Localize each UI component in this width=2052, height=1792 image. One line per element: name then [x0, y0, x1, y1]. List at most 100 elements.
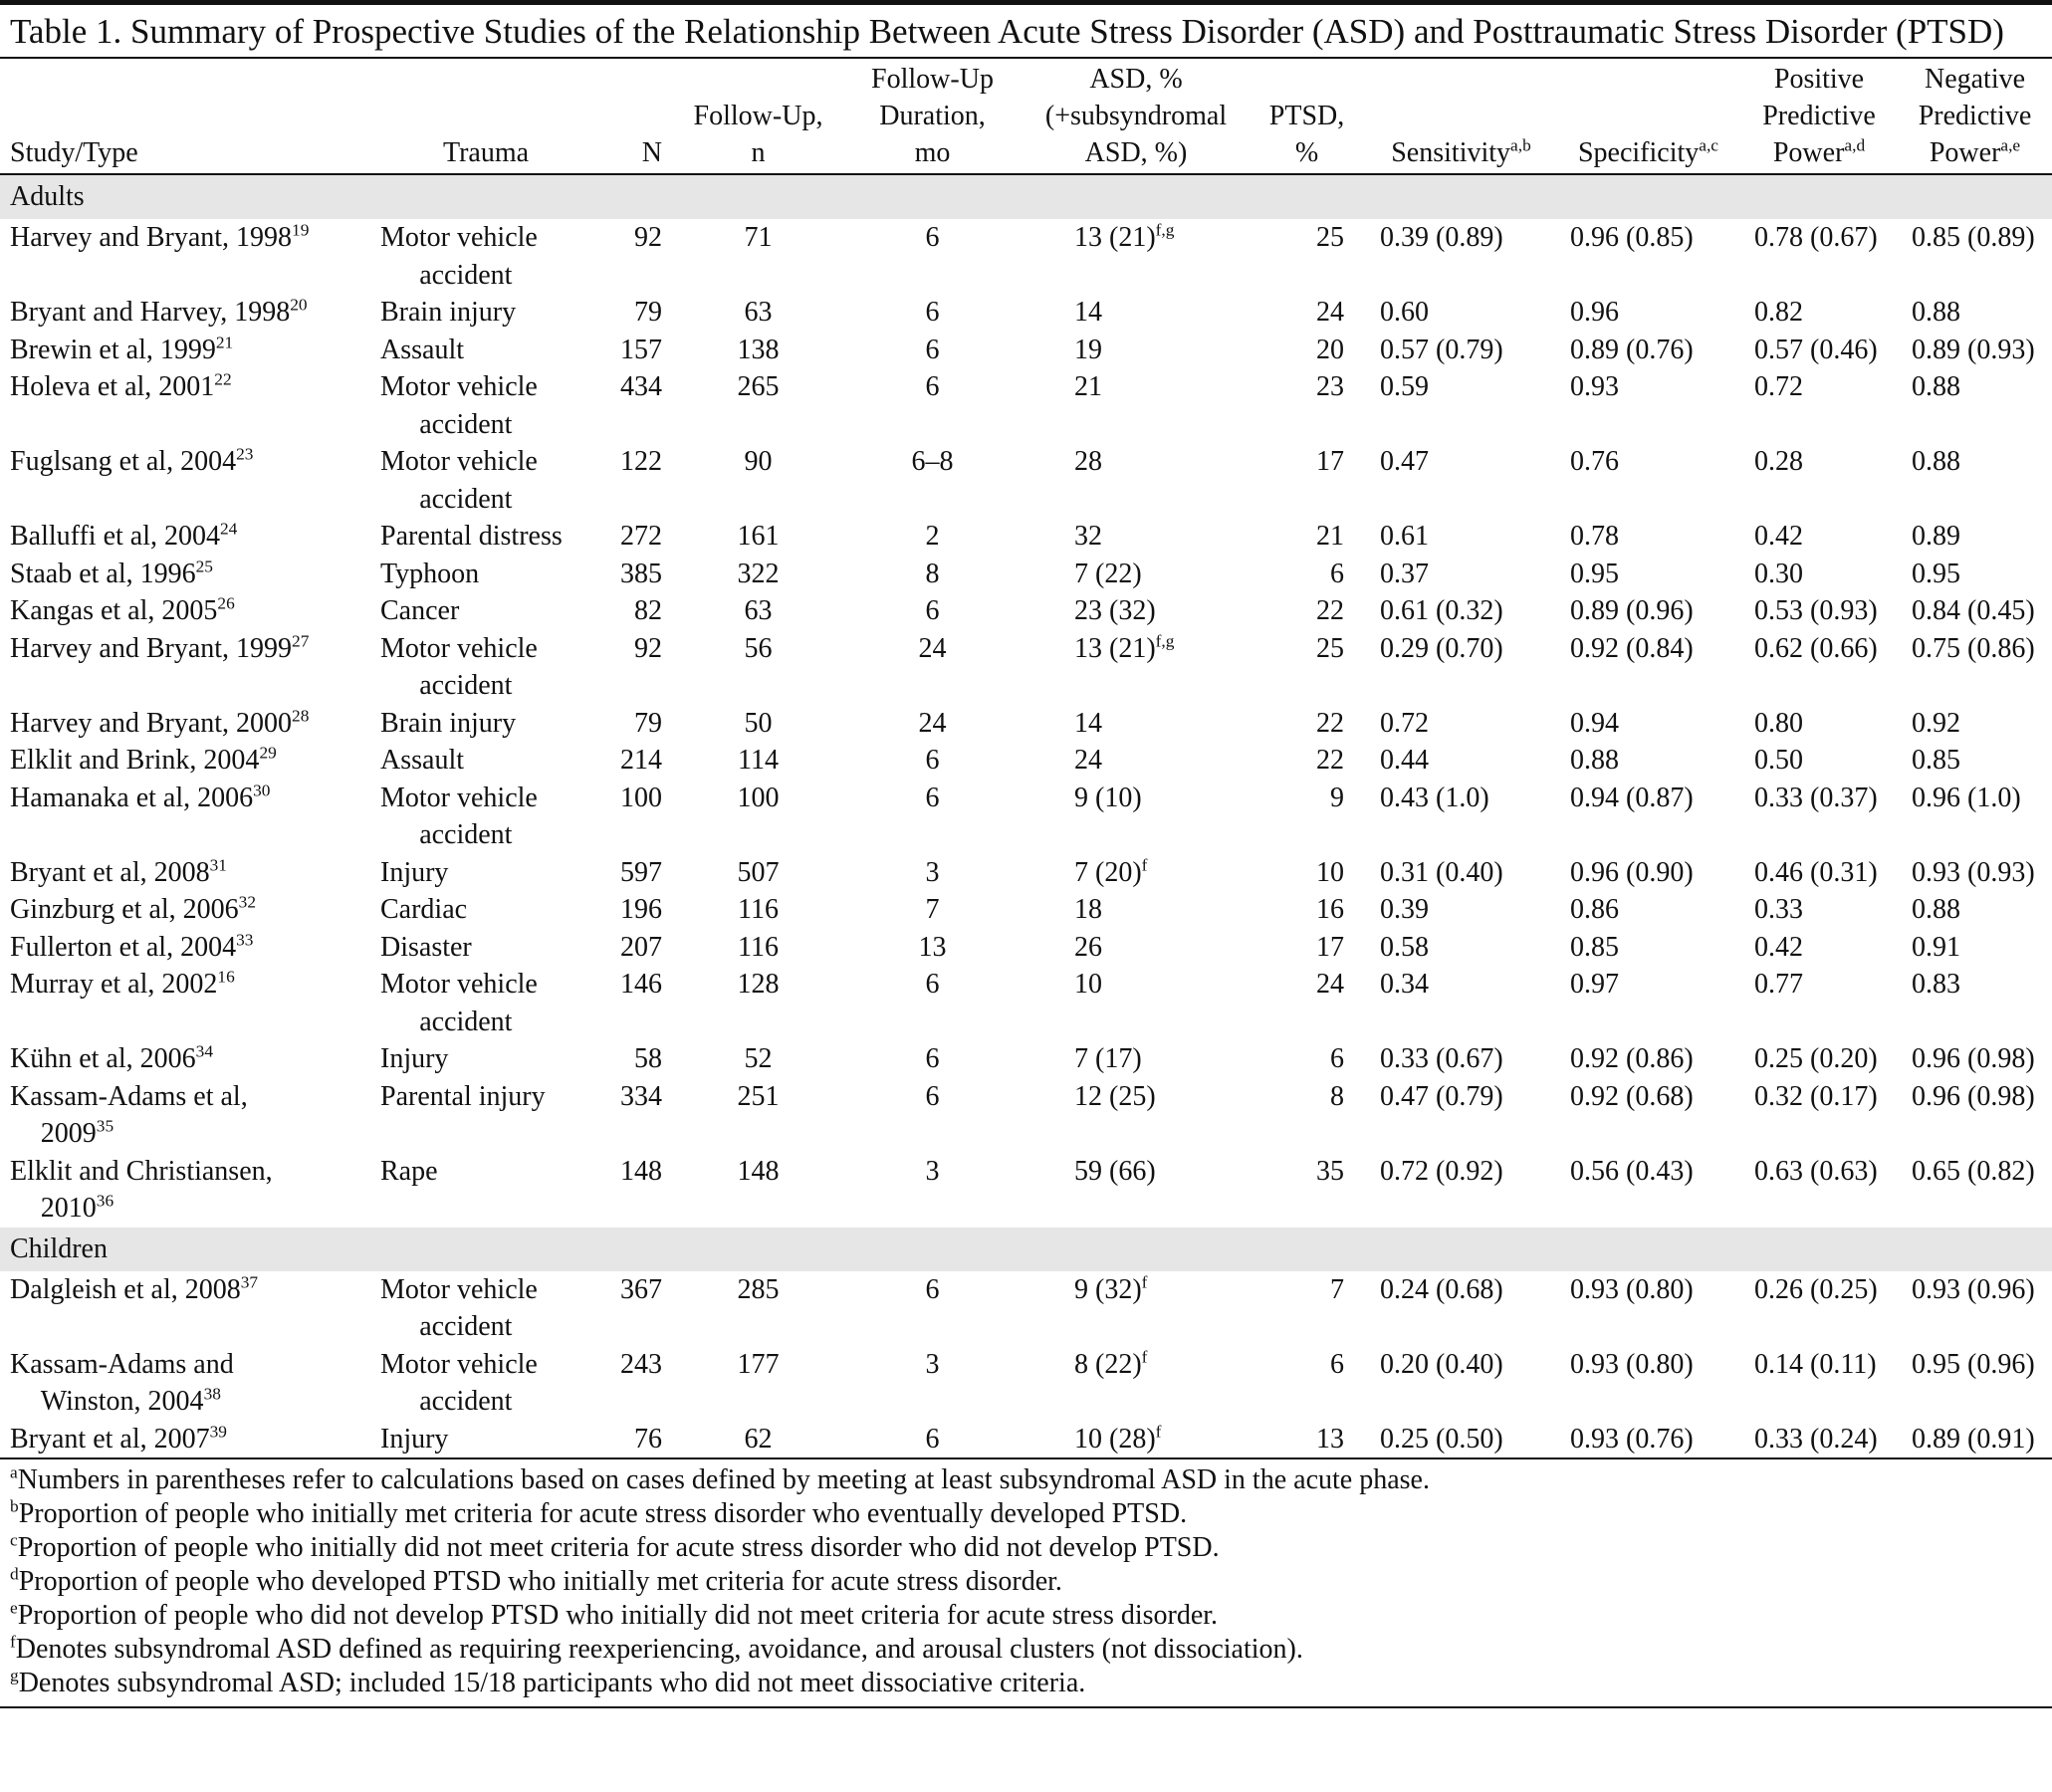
cell-value: 0.85 (0.89) — [1912, 222, 2035, 253]
header-note: a,d — [1844, 135, 1866, 155]
cell-value: 0.89 (0.93) — [1912, 334, 2035, 365]
reference: 20 — [290, 295, 308, 315]
reference: 23 — [236, 444, 254, 464]
cell-value: 148 — [737, 1155, 780, 1187]
cell-value: 434 — [620, 371, 662, 402]
cell-value: 79 — [634, 707, 662, 739]
cell-asd: 8 (22)f — [1025, 1346, 1248, 1421]
table-section: Children Dalgleish et al, 200837 Motor veh… — [0, 1227, 2052, 1459]
cell-value: 22 — [1316, 707, 1344, 739]
cell-sensitivity: 0.58 — [1366, 929, 1556, 967]
cell-ppp: 0.57 (0.46) — [1740, 332, 1898, 369]
cell-n: 434 — [597, 368, 676, 443]
cell-value: 0.39 — [1380, 894, 1429, 925]
cell-asd: 14 — [1025, 705, 1248, 743]
footnote-mark: a — [10, 1462, 18, 1482]
cell-value: 322 — [737, 558, 780, 589]
trauma-line: Cancer — [380, 595, 460, 626]
cell-npp: 0.88 — [1898, 294, 2052, 332]
header-line: Study/Type — [10, 137, 138, 168]
cell-value: 0.65 (0.82) — [1912, 1155, 2035, 1187]
cell-value: 0.88 — [1912, 446, 1960, 477]
cell-sensitivity: 0.34 — [1366, 966, 1556, 1040]
cell-value: 0.56 (0.43) — [1570, 1155, 1694, 1187]
cell-specificity: 0.85 — [1556, 929, 1740, 967]
cell-trauma: Rape — [374, 1153, 597, 1228]
study-line: Winston, 200438 — [40, 1384, 221, 1417]
cell-specificity: 0.96 — [1556, 294, 1740, 332]
cell-ppp: 0.77 — [1740, 966, 1898, 1040]
cell-ppp: 0.33 (0.37) — [1740, 780, 1898, 854]
header-note: a,b — [1510, 135, 1531, 155]
cell-ptsd: 13 — [1248, 1421, 1366, 1459]
cell-ppp: 0.82 — [1740, 294, 1898, 332]
cell-duration: 6 — [840, 1078, 1025, 1153]
study-line: Dalgleish et al, 200837 — [10, 1272, 259, 1305]
cell-n: 58 — [597, 1040, 676, 1078]
trauma-line: accident — [419, 1006, 513, 1037]
cell-n: 196 — [597, 891, 676, 929]
cell-value: 0.93 (0.96) — [1912, 1273, 2035, 1305]
cell-value: 0.91 — [1912, 931, 1960, 963]
cell-value: 28 — [1074, 446, 1102, 477]
cell-duration: 3 — [840, 1346, 1025, 1421]
trauma-line: Motor vehicle — [380, 1348, 538, 1380]
cell-value: 22 — [1316, 745, 1344, 776]
cell-study: Hamanaka et al, 200630 — [0, 780, 374, 854]
cell-npp: 0.88 — [1898, 368, 2052, 443]
header-line: n — [751, 137, 766, 168]
column-header: ASD, % (+subsyndromal ASD, %) — [1025, 59, 1248, 174]
cell-ppp: 0.53 (0.93) — [1740, 592, 1898, 630]
cell-npp: 0.96 (0.98) — [1898, 1040, 2052, 1078]
cell-specificity: 0.93 — [1556, 368, 1740, 443]
cell-value: 0.85 — [1912, 745, 1960, 776]
cell-value: 0.97 — [1570, 969, 1619, 1000]
cell-ppp: 0.62 (0.66) — [1740, 630, 1898, 705]
cell-study: Harvey and Bryant, 199819 — [0, 219, 374, 294]
reference: 30 — [253, 781, 271, 800]
cell-value: 79 — [634, 297, 662, 328]
trauma-line: Motor vehicle — [380, 446, 538, 477]
cell-ptsd: 24 — [1248, 966, 1366, 1040]
cell-n: 92 — [597, 630, 676, 705]
cell-specificity: 0.92 (0.86) — [1556, 1040, 1740, 1078]
cell-n: 76 — [597, 1421, 676, 1459]
cell-duration: 3 — [840, 1153, 1025, 1228]
footnote: fDenotes subsyndromal ASD defined as req… — [10, 1633, 2042, 1667]
footnotes: aNumbers in parentheses refer to calcula… — [0, 1459, 2052, 1708]
cell-follow-up: 52 — [676, 1040, 840, 1078]
cell-ptsd: 17 — [1248, 929, 1366, 967]
cell-value: 17 — [1316, 931, 1344, 963]
asd-note: f,g — [1155, 220, 1175, 240]
cell-duration: 6 — [840, 332, 1025, 369]
reference: 32 — [238, 892, 257, 912]
cell-value: 6–8 — [911, 446, 954, 477]
cell-value: 0.28 — [1754, 446, 1803, 477]
cell-value: 14 — [1074, 707, 1102, 739]
study-line: Elklit and Brink, 200429 — [10, 743, 277, 776]
data-row: Ginzburg et al, 200632 Cardiac 196 116 7 18 16… — [0, 891, 2052, 929]
cell-follow-up: 285 — [676, 1271, 840, 1346]
cell-value: 21 — [1316, 521, 1344, 552]
cell-value: 0.47 — [1380, 446, 1429, 477]
cell-value: 0.93 — [1570, 371, 1619, 402]
cell-asd: 12 (25) — [1025, 1078, 1248, 1153]
cell-specificity: 0.78 — [1556, 518, 1740, 556]
study-line: Kangas et al, 200526 — [10, 593, 235, 626]
cell-trauma: Motor vehicle accident — [374, 780, 597, 854]
trauma-line: Motor vehicle — [380, 632, 538, 664]
cell-npp: 0.95 — [1898, 556, 2052, 593]
cell-sensitivity: 0.20 (0.40) — [1366, 1346, 1556, 1421]
cell-asd: 23 (32) — [1025, 592, 1248, 630]
cell-ptsd: 6 — [1248, 1040, 1366, 1078]
cell-value: 62 — [744, 1423, 773, 1455]
trauma-line: Disaster — [380, 931, 472, 963]
cell-trauma: Parental injury — [374, 1078, 597, 1153]
study-line: Staab et al, 199625 — [10, 557, 213, 589]
cell-value: 0.96 (1.0) — [1912, 782, 2021, 813]
cell-trauma: Assault — [374, 332, 597, 369]
cell-ppp: 0.32 (0.17) — [1740, 1078, 1898, 1153]
table-title: Table 1. Summary of Prospective Studies … — [0, 5, 2052, 59]
reference: 27 — [292, 631, 310, 651]
cell-ptsd: 6 — [1248, 1346, 1366, 1421]
